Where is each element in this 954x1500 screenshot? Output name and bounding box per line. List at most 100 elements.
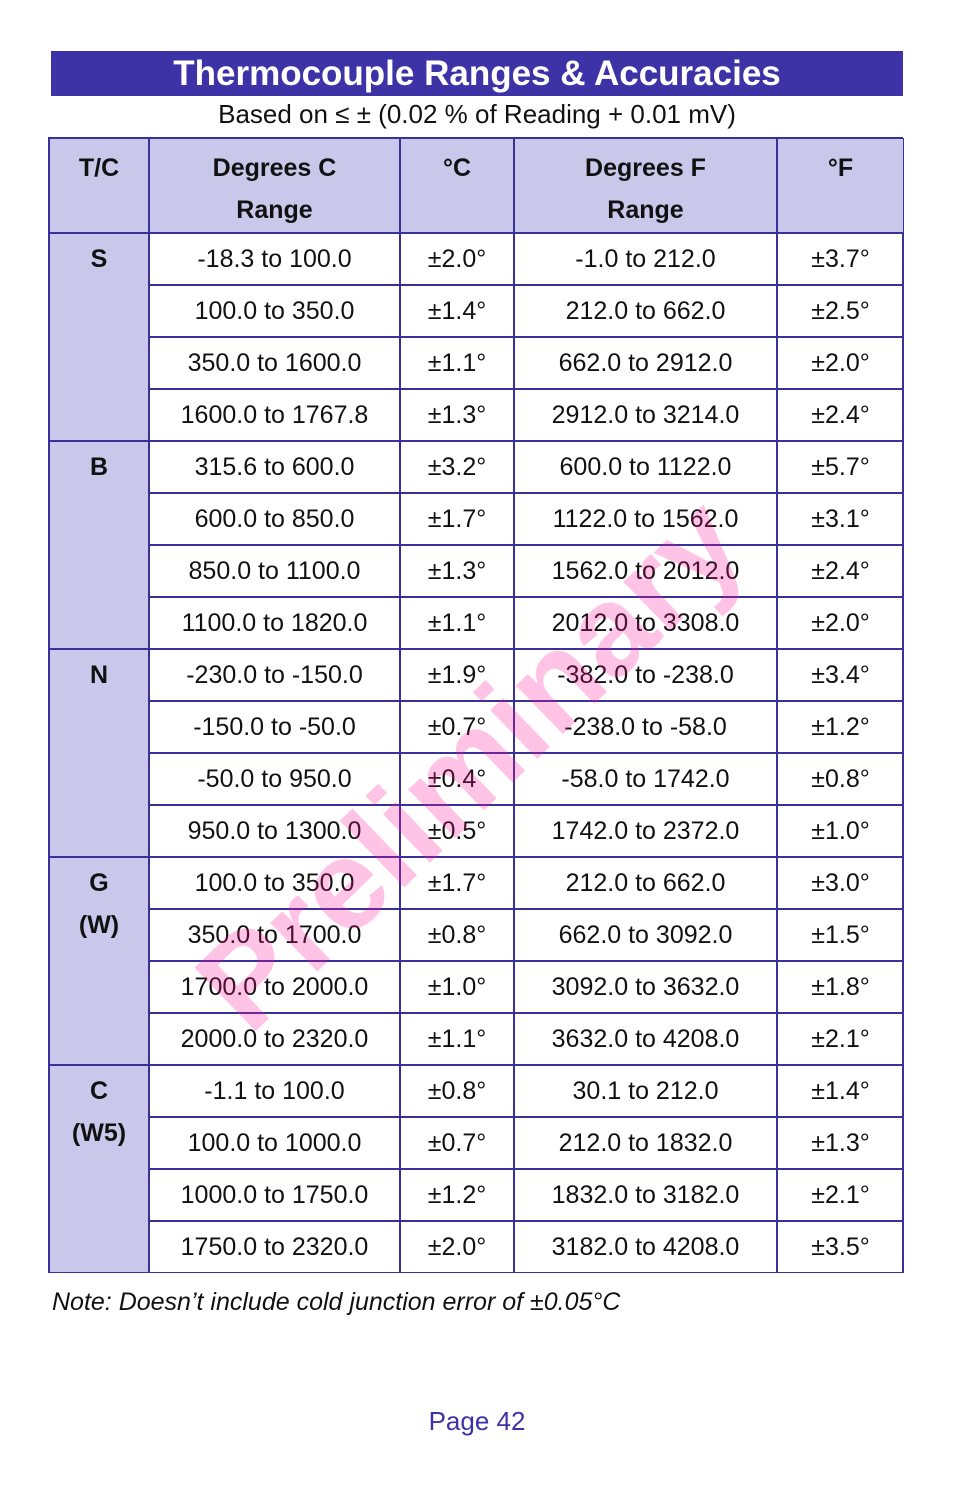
cell-line: °F: [827, 154, 854, 182]
data-cell: 662.0 to 2912.0: [514, 337, 777, 389]
data-cell: -150.0 to -50.0: [149, 701, 400, 753]
data-cell: ±0.8°: [400, 1065, 514, 1117]
data-cell: ±1.8°: [777, 961, 904, 1013]
note: Note: Doesn’t include cold junction erro…: [52, 1288, 621, 1316]
data-cell: 850.0 to 1100.0: [149, 545, 400, 597]
data-cell: 600.0 to 850.0: [149, 493, 400, 545]
title-band: Thermocouple Ranges & Accuracies: [51, 51, 903, 96]
data-cell: 600.0 to 1122.0: [514, 441, 777, 493]
data-cell: -382.0 to -238.0: [514, 649, 777, 701]
cell-line: °C: [442, 154, 472, 182]
cell-line: Degrees C: [212, 154, 337, 182]
data-cell: ±1.9°: [400, 649, 514, 701]
header-cell: °C: [400, 138, 514, 233]
data-cell: 1562.0 to 2012.0: [514, 545, 777, 597]
page-number: Page 42: [428, 1406, 526, 1436]
data-cell: -1.1 to 100.0: [149, 1065, 400, 1117]
data-cell: ±1.7°: [400, 857, 514, 909]
cell-line: N: [89, 661, 109, 689]
data-cell: 3182.0 to 4208.0: [514, 1221, 777, 1273]
data-cell: 30.1 to 212.0: [514, 1065, 777, 1117]
data-cell: 100.0 to 1000.0: [149, 1117, 400, 1169]
data-cell: ±1.4°: [777, 1065, 904, 1117]
data-cell: ±3.5°: [777, 1221, 904, 1273]
data-cell: ±2.1°: [777, 1169, 904, 1221]
data-cell: ±1.3°: [777, 1117, 904, 1169]
data-cell: ±2.0°: [777, 337, 904, 389]
data-cell: 3632.0 to 4208.0: [514, 1013, 777, 1065]
data-cell: ±0.7°: [400, 701, 514, 753]
data-cell: -50.0 to 950.0: [149, 753, 400, 805]
data-cell: ±2.0°: [777, 597, 904, 649]
data-cell: ±1.4°: [400, 285, 514, 337]
data-cell: -58.0 to 1742.0: [514, 753, 777, 805]
cell-line: (W): [78, 911, 120, 939]
data-cell: 662.0 to 3092.0: [514, 909, 777, 961]
cell-line: G: [89, 869, 109, 897]
data-cell: ±1.2°: [400, 1169, 514, 1221]
header-cell: T/C: [49, 138, 149, 233]
data-cell: ±0.4°: [400, 753, 514, 805]
data-cell: -238.0 to -58.0: [514, 701, 777, 753]
group-label: C (W5): [49, 1065, 149, 1273]
data-cell: 350.0 to 1700.0: [149, 909, 400, 961]
data-cell: -18.3 to 100.0: [149, 233, 400, 285]
data-cell: 315.6 to 600.0: [149, 441, 400, 493]
data-cell: 1700.0 to 2000.0: [149, 961, 400, 1013]
data-cell: 2012.0 to 3308.0: [514, 597, 777, 649]
data-cell: 1100.0 to 1820.0: [149, 597, 400, 649]
table: T/C Degrees C Range °C Degrees F Range °F S -18.…: [48, 137, 904, 1273]
group-label: G (W): [49, 857, 149, 1065]
data-cell: ±2.0°: [400, 233, 514, 285]
data-cell: ±3.1°: [777, 493, 904, 545]
data-cell: ±1.7°: [400, 493, 514, 545]
data-cell: 2000.0 to 2320.0: [149, 1013, 400, 1065]
data-cell: ±2.4°: [777, 389, 904, 441]
data-cell: ±0.8°: [777, 753, 904, 805]
data-cell: ±2.5°: [777, 285, 904, 337]
data-cell: ±3.7°: [777, 233, 904, 285]
header-cell: Degrees C Range: [149, 138, 400, 233]
group-label: B: [49, 441, 149, 649]
data-cell: 212.0 to 662.0: [514, 285, 777, 337]
data-cell: -230.0 to -150.0: [149, 649, 400, 701]
cell-line: B: [89, 453, 109, 481]
data-cell: ±1.1°: [400, 1013, 514, 1065]
data-cell: ±1.1°: [400, 337, 514, 389]
data-cell: ±0.5°: [400, 805, 514, 857]
cell-line: Range: [607, 196, 684, 224]
data-cell: ±1.3°: [400, 389, 514, 441]
header-cell: °F: [777, 138, 904, 233]
data-cell: ±1.0°: [777, 805, 904, 857]
data-cell: ±1.1°: [400, 597, 514, 649]
cell-line: (W5): [71, 1119, 127, 1147]
data-cell: ±2.0°: [400, 1221, 514, 1273]
data-cell: ±1.0°: [400, 961, 514, 1013]
data-cell: 212.0 to 662.0: [514, 857, 777, 909]
data-cell: 100.0 to 350.0: [149, 285, 400, 337]
data-cell: ±3.4°: [777, 649, 904, 701]
data-cell: ±1.3°: [400, 545, 514, 597]
data-cell: ±1.5°: [777, 909, 904, 961]
data-cell: 1832.0 to 3182.0: [514, 1169, 777, 1221]
data-cell: 212.0 to 1832.0: [514, 1117, 777, 1169]
header-cell: Degrees F Range: [514, 138, 777, 233]
data-cell: ±2.1°: [777, 1013, 904, 1065]
group-label: S: [49, 233, 149, 441]
data-cell: ±0.8°: [400, 909, 514, 961]
data-cell: 950.0 to 1300.0: [149, 805, 400, 857]
data-cell: 100.0 to 350.0: [149, 857, 400, 909]
data-cell: 1000.0 to 1750.0: [149, 1169, 400, 1221]
subtitle: Based on ≤ ± (0.02 % of Reading + 0.01 m…: [218, 99, 736, 129]
group-label: N: [49, 649, 149, 857]
cell-line: Range: [236, 196, 313, 224]
cell-line: S: [90, 245, 108, 273]
cell-line: T/C: [78, 154, 120, 182]
cell-line: Degrees F: [585, 154, 706, 182]
data-cell: 1742.0 to 2372.0: [514, 805, 777, 857]
data-cell: 350.0 to 1600.0: [149, 337, 400, 389]
data-cell: ±1.2°: [777, 701, 904, 753]
data-cell: 2912.0 to 3214.0: [514, 389, 777, 441]
data-cell: ±2.4°: [777, 545, 904, 597]
